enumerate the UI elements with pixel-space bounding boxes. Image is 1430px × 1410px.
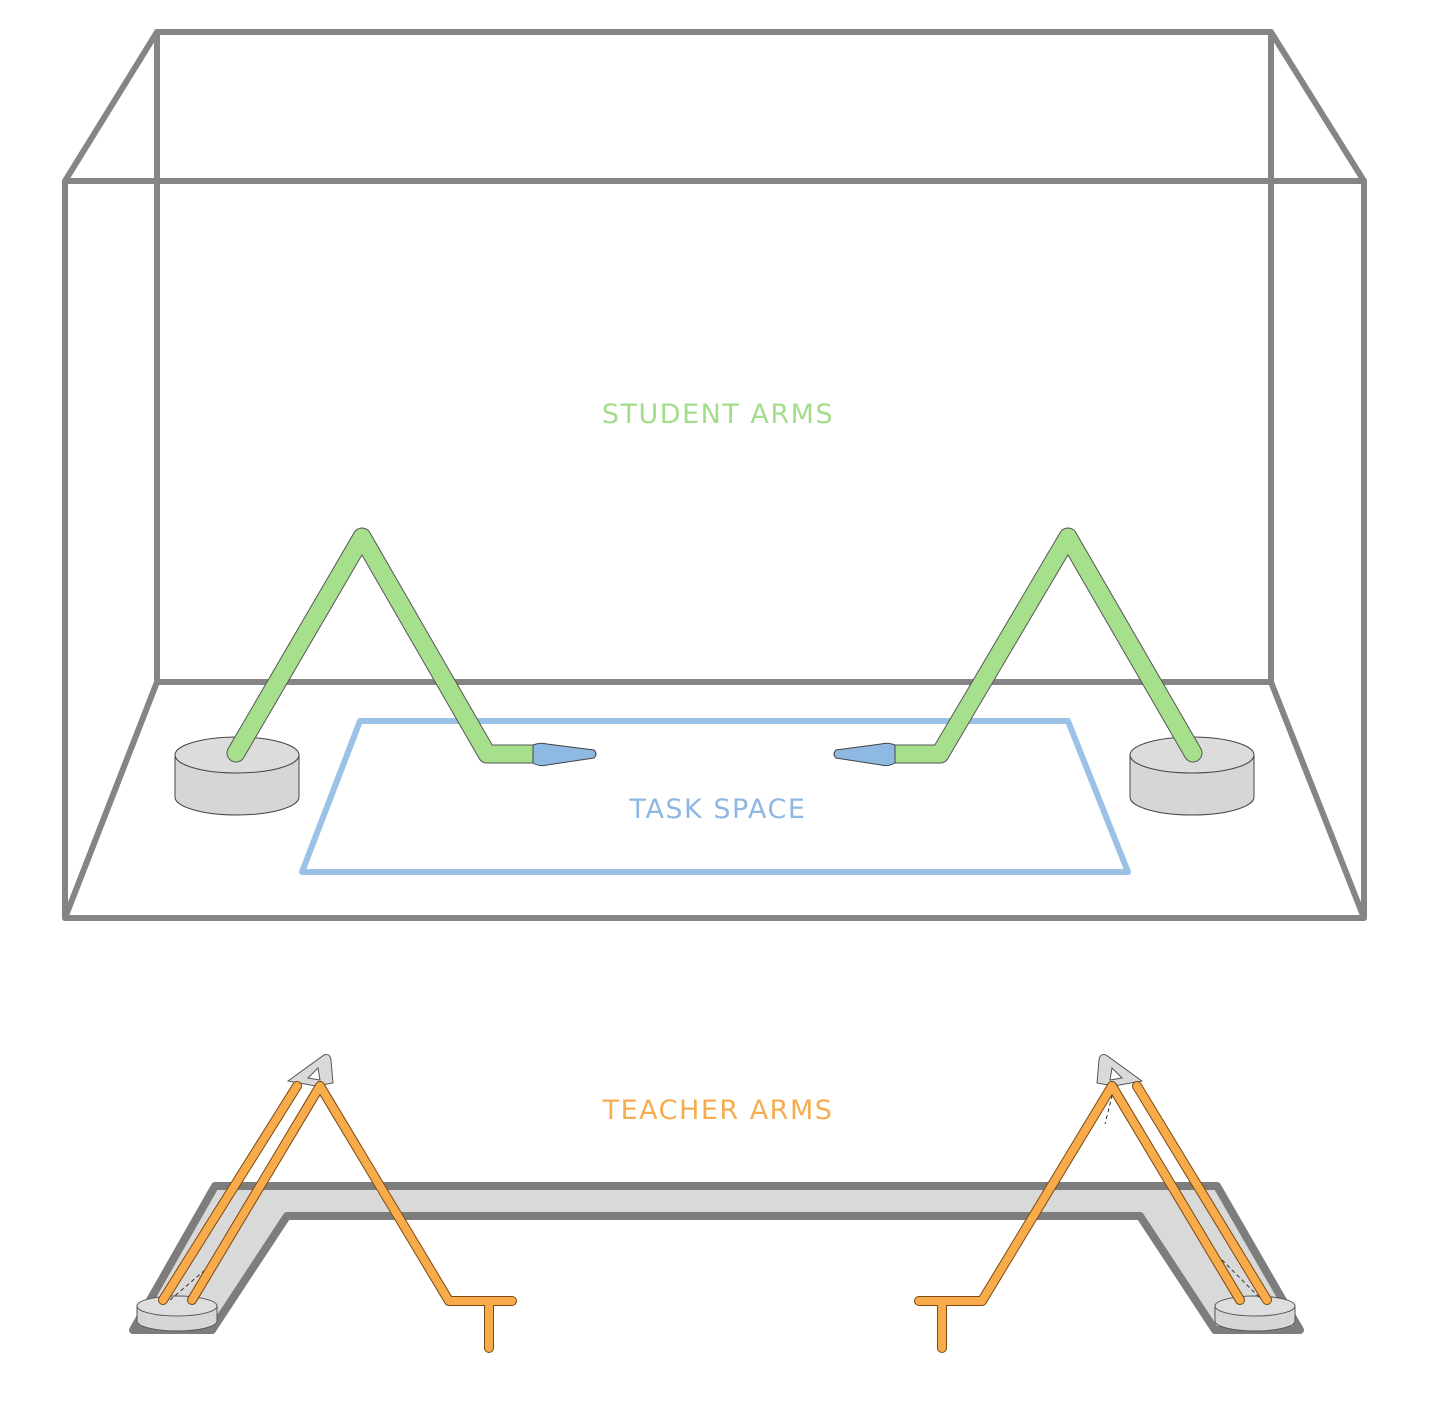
student-arms-label: STUDENT ARMS (602, 399, 834, 430)
student-gripper-right (833, 742, 896, 767)
teacher-head-left (286, 1054, 334, 1087)
student-gripper-left (532, 742, 597, 767)
task-space-area (299, 718, 1131, 875)
enclosure-edge-bottom-left (62, 679, 160, 921)
teacher-arm-left (158, 1081, 517, 1353)
enclosure-edge-top-right (1268, 29, 1367, 184)
teacher-puck-right-visible (1214, 1295, 1296, 1332)
teacher-puck-left-visible (136, 1295, 218, 1332)
enclosure (62, 29, 1367, 921)
teacher-arm-right (914, 1081, 1272, 1353)
student-arm-left (226, 527, 542, 764)
teacher-arms-label: TEACHER ARMS (602, 1095, 834, 1126)
teacher-head-right (1096, 1054, 1144, 1087)
task-space-label: TASK SPACE (629, 794, 807, 825)
student-arm-right (885, 527, 1203, 764)
teacher-frame (129, 1182, 1304, 1334)
enclosure-edge-top-left (62, 29, 160, 184)
enclosure-edge-bottom-right (1268, 679, 1367, 921)
